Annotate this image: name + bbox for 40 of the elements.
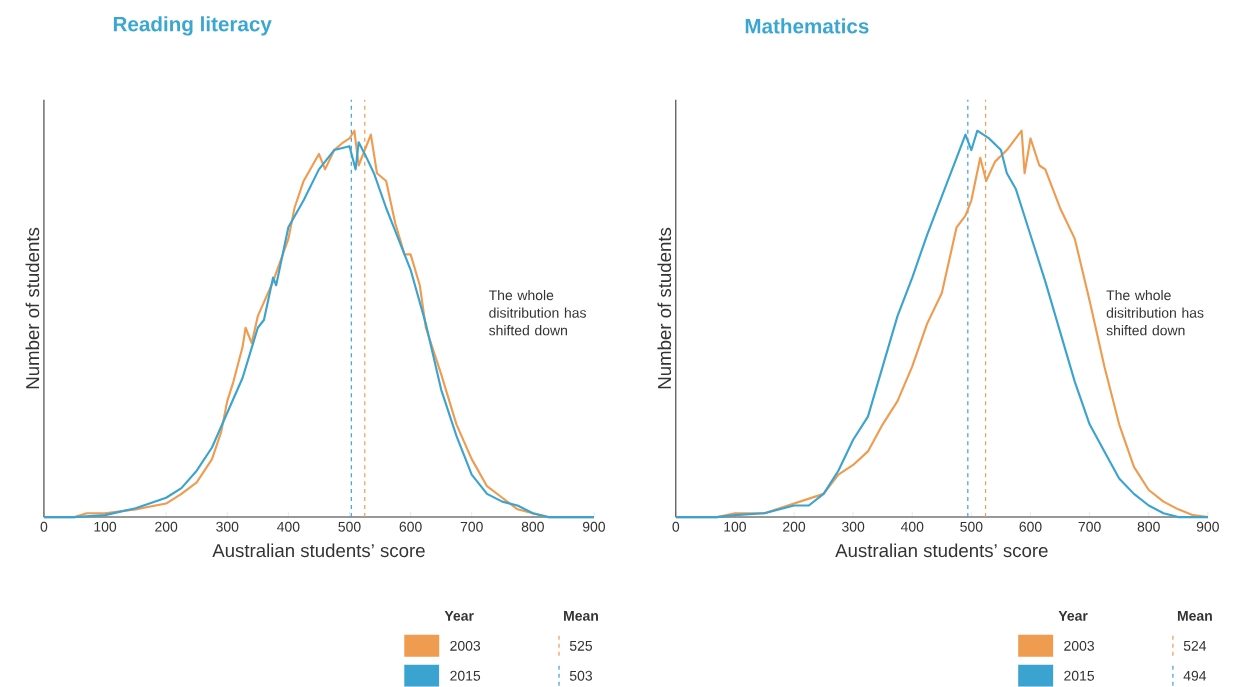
text: Mean bbox=[564, 611, 598, 621]
y-axis-title: Number of students bbox=[25, 227, 40, 389]
annotation: The whole disitribution has shifted down bbox=[1106, 290, 1204, 336]
legend-label: 2015 bbox=[1064, 670, 1095, 681]
legend-label: 2015 bbox=[450, 670, 481, 681]
x-tick-label: 0 bbox=[40, 521, 48, 532]
x-tick-label: 800 bbox=[1137, 521, 1160, 532]
x-tick-label: 900 bbox=[582, 521, 606, 532]
x-tick-label: 300 bbox=[842, 521, 865, 532]
x-tick-label: 600 bbox=[1019, 521, 1042, 532]
x-axis-title: Australian students’ score bbox=[835, 543, 1048, 558]
legend-title: Year bbox=[444, 611, 474, 621]
x-tick-label: 400 bbox=[277, 521, 300, 532]
text: Mean bbox=[1177, 611, 1212, 621]
chart-title: Reading literacy bbox=[113, 16, 272, 36]
x-tick-label: 500 bbox=[960, 521, 983, 532]
x-tick-label: 700 bbox=[460, 521, 483, 532]
legend-label: 2003 bbox=[1064, 641, 1095, 651]
x-axis-title: Australian students’ score bbox=[212, 543, 425, 558]
x-tick-label: 600 bbox=[399, 521, 422, 532]
x-tick-label: 0 bbox=[672, 521, 680, 532]
x-tick-label: 500 bbox=[338, 521, 361, 532]
x-tick-label: 800 bbox=[521, 521, 544, 532]
x-tick-label: 200 bbox=[155, 521, 178, 532]
x-tick-label: 700 bbox=[1078, 521, 1101, 532]
x-tick-label: 900 bbox=[1196, 521, 1219, 532]
x-tick-label: 200 bbox=[783, 521, 806, 532]
legend-label: 524 bbox=[1183, 641, 1207, 651]
x-tick-label: 300 bbox=[216, 521, 239, 532]
legend-title: Year bbox=[1058, 611, 1088, 621]
y-axis-title: Number of students bbox=[657, 227, 672, 389]
annotation: The whole disitribution has shifted down bbox=[488, 290, 586, 336]
x-tick-label: 400 bbox=[900, 521, 924, 532]
x-tick-label: 100 bbox=[94, 521, 117, 532]
chart-title: Mathematics bbox=[745, 18, 869, 34]
legend-label: 503 bbox=[569, 670, 593, 681]
legend-label: 525 bbox=[569, 641, 593, 651]
legend-label: 494 bbox=[1183, 670, 1207, 681]
x-tick-label: 100 bbox=[724, 521, 747, 532]
legend-label: 2003 bbox=[450, 641, 481, 651]
